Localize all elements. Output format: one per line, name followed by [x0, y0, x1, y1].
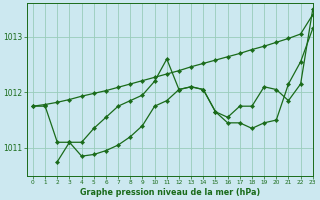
X-axis label: Graphe pression niveau de la mer (hPa): Graphe pression niveau de la mer (hPa) [80, 188, 260, 197]
